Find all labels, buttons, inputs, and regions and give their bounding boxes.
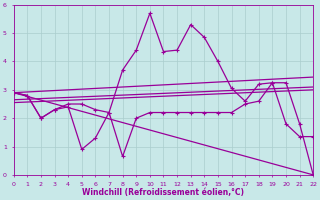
X-axis label: Windchill (Refroidissement éolien,°C): Windchill (Refroidissement éolien,°C) <box>83 188 244 197</box>
